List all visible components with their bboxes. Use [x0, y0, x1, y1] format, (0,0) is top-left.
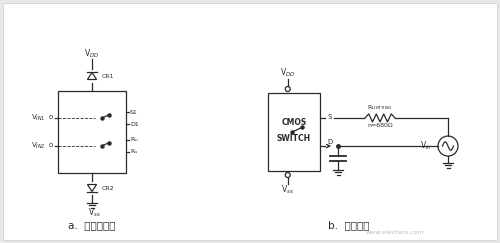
Text: SWITCH: SWITCH	[277, 134, 311, 143]
Text: V$_{IN2}$  o: V$_{IN2}$ o	[32, 141, 55, 151]
Text: D1: D1	[130, 122, 139, 127]
Text: R$_{LIMITING}$: R$_{LIMITING}$	[367, 104, 393, 113]
Text: V$_{ss}$: V$_{ss}$	[88, 207, 101, 219]
Polygon shape	[88, 72, 96, 79]
Text: a.  二极管保护: a. 二极管保护	[68, 220, 116, 230]
Text: CR2: CR2	[102, 185, 115, 191]
Text: V$_{DD}$: V$_{DD}$	[84, 48, 100, 60]
Text: D: D	[327, 139, 332, 145]
Bar	[58, 91, 126, 173]
Text: n=680Ω: n=680Ω	[367, 123, 393, 129]
Text: b.  限流保护: b. 限流保护	[328, 220, 370, 230]
Text: R$_n$: R$_n$	[130, 136, 139, 144]
Text: V$_{ss}$: V$_{ss}$	[282, 184, 294, 196]
Text: V$_{IN1}$  o: V$_{IN1}$ o	[32, 113, 55, 123]
Text: V$_{DD}$: V$_{DD}$	[280, 67, 295, 79]
Text: S: S	[327, 114, 332, 120]
Bar	[268, 93, 320, 171]
Text: CR1: CR1	[102, 73, 115, 78]
Polygon shape	[88, 184, 96, 191]
Text: www.elecfans.com: www.elecfans.com	[366, 231, 424, 235]
Text: CMOS: CMOS	[282, 118, 306, 127]
Text: V$_{in}$: V$_{in}$	[420, 140, 432, 152]
Text: S1: S1	[130, 110, 138, 114]
Text: R$_s$: R$_s$	[130, 148, 138, 156]
